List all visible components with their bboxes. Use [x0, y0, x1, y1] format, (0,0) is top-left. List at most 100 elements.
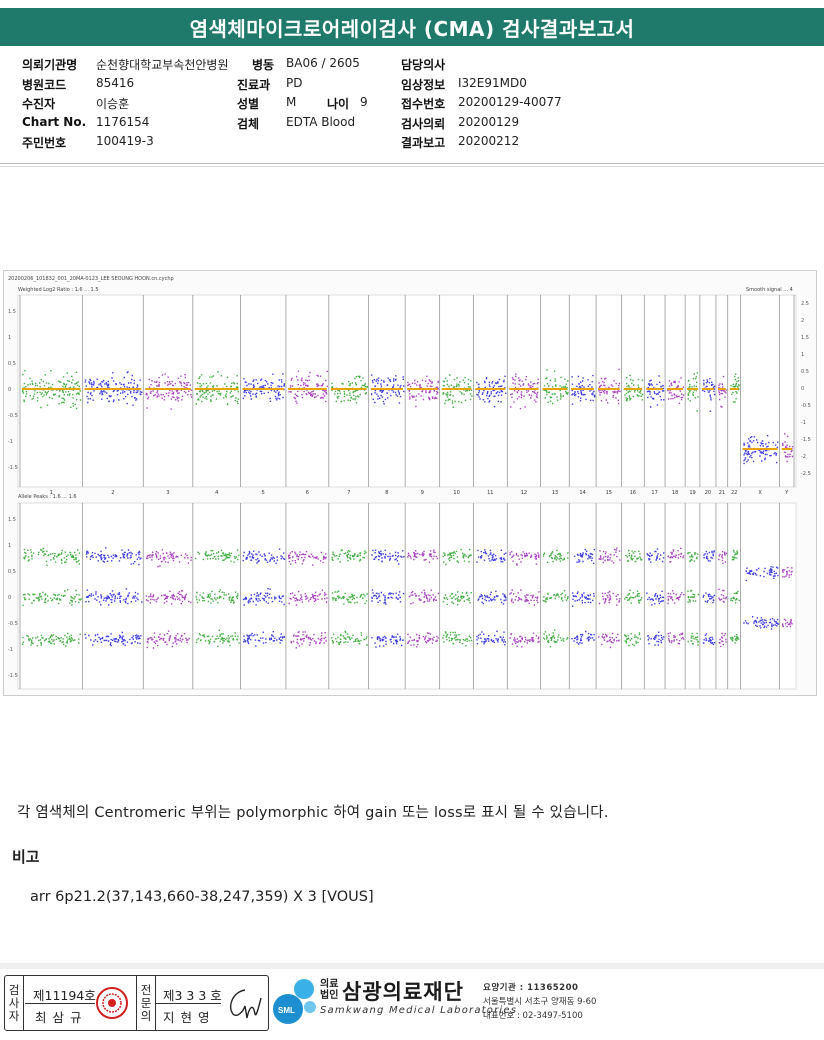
log2-axis-right-tick: 0.5 — [801, 369, 809, 375]
cma-plot: 20200206_101832_001_20MA-0123_LEE SEOUNG… — [8, 276, 811, 690]
request-value: 20200129 — [458, 115, 520, 129]
hospcode-value: 85416 — [96, 76, 135, 90]
chromosome-label-15: 15 — [606, 490, 612, 496]
agency-code: 요양기관 : 11365200 — [483, 983, 579, 993]
chromosome-label-5: 5 — [262, 490, 265, 496]
chromosome-label-13: 13 — [552, 490, 558, 496]
log2-axis-right-tick: 2.5 — [801, 301, 809, 307]
chromosome-label-9: 9 — [421, 490, 424, 496]
log2-axis-tick: -0.5 — [8, 413, 18, 419]
header-divider — [0, 163, 824, 164]
sig-row-divider — [25, 1003, 95, 1004]
sml-emblem-icon: SML — [273, 979, 316, 1024]
age-value: 9 — [360, 95, 368, 109]
sig-row-divider-2 — [155, 1003, 221, 1004]
receipt-label: 접수번호 — [401, 97, 446, 111]
allele-points-chr13 — [542, 549, 569, 648]
chromosome-label-19: 19 — [689, 490, 695, 496]
tester-seal-stamp — [96, 987, 128, 1019]
address: 서울특별시 서초구 양재동 9-60 — [483, 997, 597, 1007]
footer-band — [0, 963, 824, 969]
age-label: 나이 — [327, 97, 350, 111]
chromosome-label-Y: Y — [784, 490, 789, 496]
brand-english: Samkwang Medical Laboratories — [320, 1005, 518, 1016]
chromosome-label-6: 6 — [306, 490, 309, 496]
log2-points-chr21 — [718, 375, 728, 408]
top-panel-right-label: Smooth signal ... 4 — [746, 287, 793, 293]
chromosome-label-2: 2 — [111, 490, 114, 496]
allele-axis-tick: 1.5 — [8, 517, 16, 523]
tester-license-no: 제11194호 — [33, 988, 96, 1003]
request-label: 검사의뢰 — [401, 117, 446, 131]
allele-points-chr18 — [667, 547, 685, 645]
allele-axis-tick: 1 — [8, 543, 11, 549]
log2-axis-tick: 1 — [8, 335, 11, 341]
dept-value: PD — [286, 76, 303, 90]
remark-result: arr 6p21.2(37,143,660-38,247,359) X 3 [V… — [30, 889, 374, 905]
log2-points-chr19 — [687, 372, 699, 412]
allele-points-chr9 — [407, 549, 440, 648]
chromosome-label-14: 14 — [579, 490, 585, 496]
clinical-label: 임상정보 — [401, 78, 446, 92]
ward-label: 병동 — [252, 58, 275, 72]
chromosome-label-21: 21 — [719, 490, 725, 496]
allele-points-chr8 — [371, 549, 405, 648]
chart-file-name: 20200206_101832_001_20MA-0123_LEE SEOUNG… — [8, 276, 174, 282]
report-date-label: 결과보고 — [401, 136, 446, 150]
allele-points-chr14 — [571, 548, 596, 645]
header-divider-2 — [0, 166, 824, 167]
log2-axis-right-tick: -1.5 — [801, 437, 811, 443]
log2-axis-right-tick: 2 — [801, 318, 804, 324]
id-value: 100419-3 — [96, 134, 154, 148]
chart-no-value: 1176154 — [96, 115, 150, 129]
bottom-panel-label: Allele Peaks : 1.6 ... 1.6 — [18, 494, 77, 500]
specimen-value: EDTA Blood — [286, 115, 356, 129]
sex-value: M — [286, 95, 297, 109]
chromosome-label-X: X — [758, 490, 762, 496]
allele-points-chr19 — [687, 551, 700, 646]
log2-axis-right-tick: 0 — [801, 386, 804, 392]
tester-name: 최 삼 규 — [35, 1010, 83, 1025]
allele-axis-tick: -1.5 — [8, 673, 18, 679]
chromosome-label-7: 7 — [347, 490, 350, 496]
specialist-license-no: 제3 3 3 호 — [163, 988, 222, 1003]
org-label: 의뢰기관명 — [22, 58, 78, 72]
log2-axis-right-tick: -2.5 — [801, 471, 811, 477]
log2-axis-tick: -1 — [8, 439, 13, 445]
log2-axis-right-tick: -0.5 — [801, 403, 811, 409]
allele-points-chr2 — [84, 547, 143, 647]
chromosome-label-22: 22 — [731, 490, 737, 496]
chart-no-label: Chart No. — [22, 115, 87, 129]
patient-label: 수진자 — [22, 97, 56, 111]
chromosome-label-12: 12 — [521, 490, 527, 496]
log2-points-chr5 — [242, 373, 285, 402]
sml-text: SML — [278, 1006, 295, 1015]
allele-points-chr20 — [702, 550, 716, 646]
log2-points-chr15 — [598, 368, 621, 405]
allele-points-chr5 — [242, 548, 286, 647]
log2-points-chr22 — [729, 373, 740, 403]
org-value: 순천향대학교부속천안병원 — [96, 58, 229, 72]
specimen-label: 검체 — [237, 117, 260, 131]
log2-points-chr16 — [624, 374, 644, 402]
log2-points-chr18 — [667, 377, 685, 404]
chromosome-label-10: 10 — [453, 490, 459, 496]
log2-axis-tick: 1.5 — [8, 309, 16, 315]
report-date-value: 20200212 — [458, 134, 520, 148]
patient-info: 의뢰기관명 순천향대학교부속천안병원 병동 BA06 / 2605 담당의사 병… — [0, 52, 824, 152]
allele-points-chr21 — [718, 551, 728, 648]
cma-chart: 20200206_101832_001_20MA-0123_LEE SEOUNG… — [3, 270, 817, 696]
log2-points-chr3 — [145, 373, 193, 410]
sex-label: 성별 — [237, 97, 260, 111]
allele-points-chr15 — [598, 547, 621, 649]
allele-points-chrX — [743, 566, 779, 630]
report-title: 염색체마이크로어레이검사 (CMA) 검사결과보고서 — [0, 8, 824, 46]
log2-axis-right-tick: 1 — [801, 352, 804, 358]
chromosome-label-18: 18 — [672, 490, 678, 496]
chromosome-label-11: 11 — [487, 490, 493, 496]
phone: 대표번호 : 02-3497-5100 — [483, 1011, 583, 1021]
allele-axis-tick: -0.5 — [8, 621, 18, 627]
